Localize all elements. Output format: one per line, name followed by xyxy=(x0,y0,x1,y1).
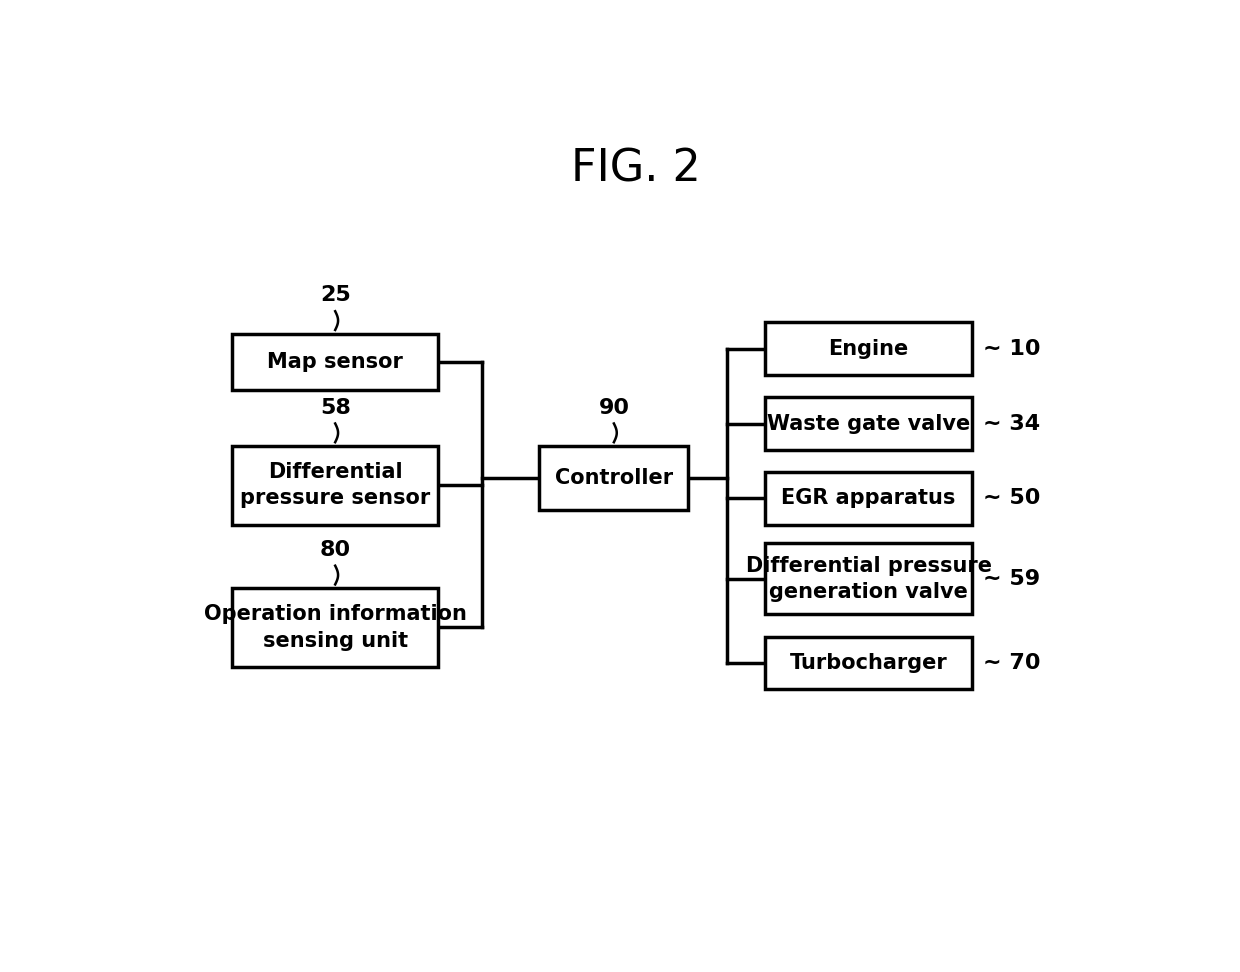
Text: Map sensor: Map sensor xyxy=(268,352,403,371)
FancyBboxPatch shape xyxy=(765,637,972,689)
Text: 80: 80 xyxy=(320,539,351,560)
Text: Differential
pressure sensor: Differential pressure sensor xyxy=(241,462,430,508)
Text: Turbocharger: Turbocharger xyxy=(790,653,947,673)
Text: Controller: Controller xyxy=(554,468,673,488)
FancyBboxPatch shape xyxy=(765,543,972,614)
Text: 25: 25 xyxy=(320,285,351,305)
FancyBboxPatch shape xyxy=(232,446,439,525)
FancyBboxPatch shape xyxy=(765,398,972,450)
Text: EGR apparatus: EGR apparatus xyxy=(781,488,956,508)
Text: ~ 10: ~ 10 xyxy=(983,338,1040,359)
Text: Operation information
sensing unit: Operation information sensing unit xyxy=(203,605,466,650)
Text: ~ 70: ~ 70 xyxy=(983,653,1040,673)
Text: Engine: Engine xyxy=(828,338,909,359)
FancyBboxPatch shape xyxy=(232,588,439,667)
Text: Waste gate valve: Waste gate valve xyxy=(766,413,970,434)
Text: ~ 59: ~ 59 xyxy=(983,569,1040,589)
FancyBboxPatch shape xyxy=(539,446,688,509)
Text: FIG. 2: FIG. 2 xyxy=(570,148,701,191)
FancyBboxPatch shape xyxy=(765,472,972,525)
Text: ~ 34: ~ 34 xyxy=(983,413,1040,434)
Text: 90: 90 xyxy=(599,398,630,418)
Text: 58: 58 xyxy=(320,398,351,418)
FancyBboxPatch shape xyxy=(765,323,972,375)
Text: ~ 50: ~ 50 xyxy=(983,488,1040,508)
Text: Differential pressure
generation valve: Differential pressure generation valve xyxy=(745,556,992,602)
FancyBboxPatch shape xyxy=(232,333,439,390)
